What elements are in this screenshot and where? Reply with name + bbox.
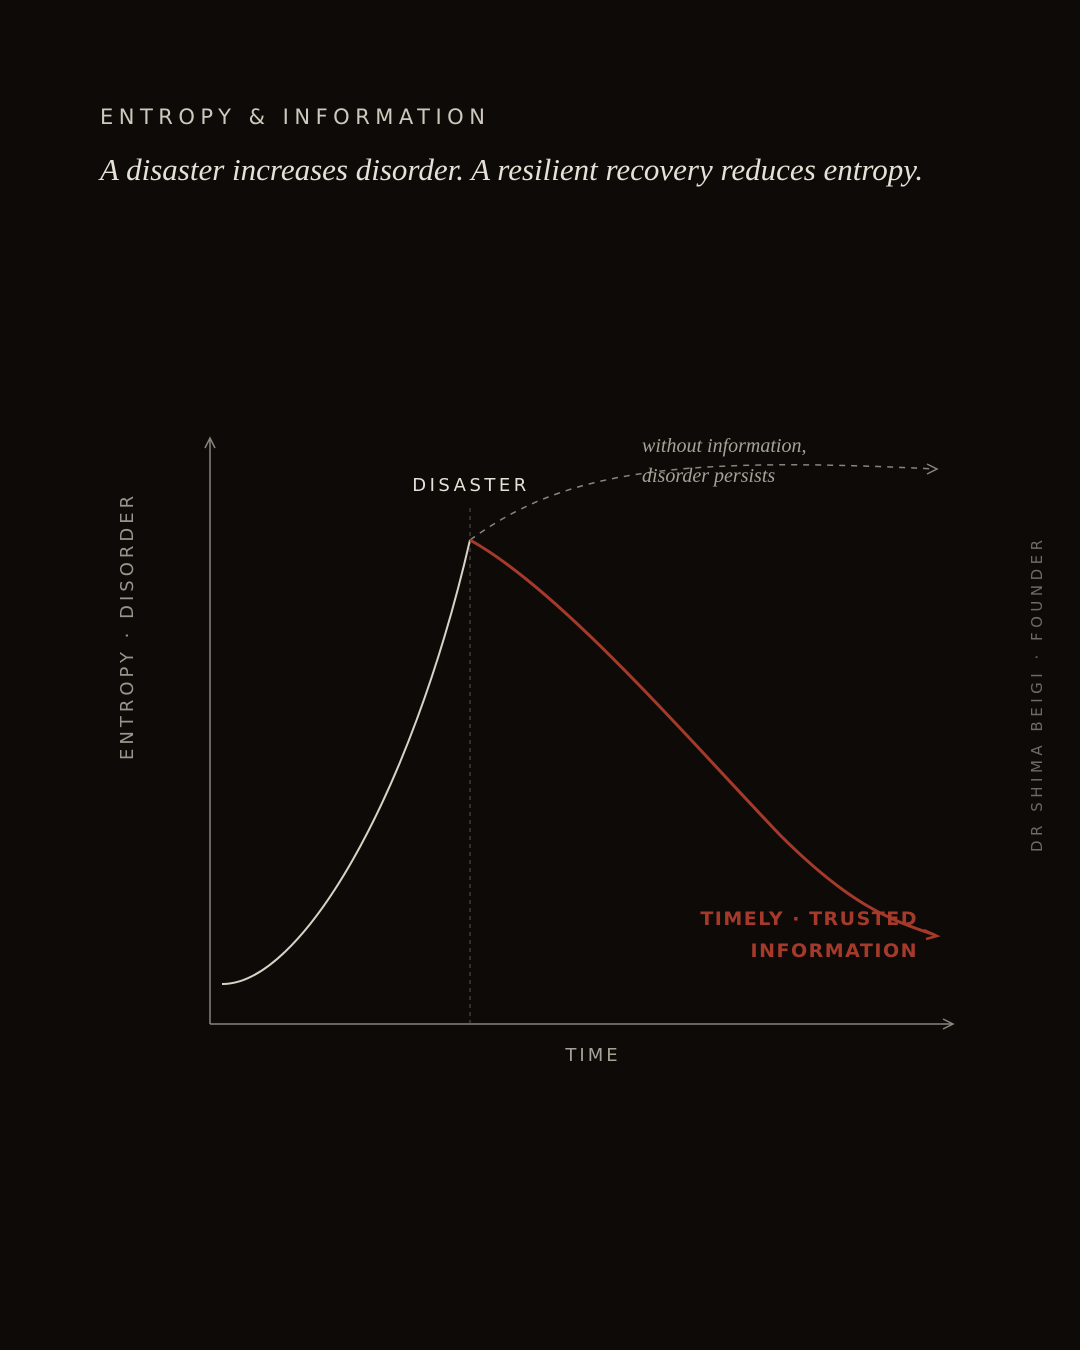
credit: DR SHIMA BEIGI · FOUNDER bbox=[1028, 535, 1046, 852]
recovery-label: INFORMATION bbox=[751, 940, 918, 962]
x-axis-label: TIME bbox=[564, 1045, 620, 1066]
headline: A disaster increases disorder. A resilie… bbox=[98, 152, 923, 187]
persist-arrow bbox=[926, 463, 939, 475]
y-arrow bbox=[204, 436, 216, 449]
eyebrow: ENTROPY & INFORMATION bbox=[100, 105, 490, 129]
x-arrow bbox=[942, 1018, 955, 1030]
recovery-label: TIMELY · TRUSTED bbox=[700, 908, 918, 930]
persist-note: without information, bbox=[642, 435, 806, 457]
event-label: DISASTER bbox=[412, 475, 530, 496]
persist-note: disorder persists bbox=[642, 465, 775, 487]
recovery-arrow bbox=[923, 928, 941, 941]
recovery-curve bbox=[469, 538, 936, 937]
y-axis-label: ENTROPY · DISORDER bbox=[117, 492, 138, 760]
persist-curve bbox=[469, 464, 936, 541]
rise-curve bbox=[221, 539, 471, 986]
